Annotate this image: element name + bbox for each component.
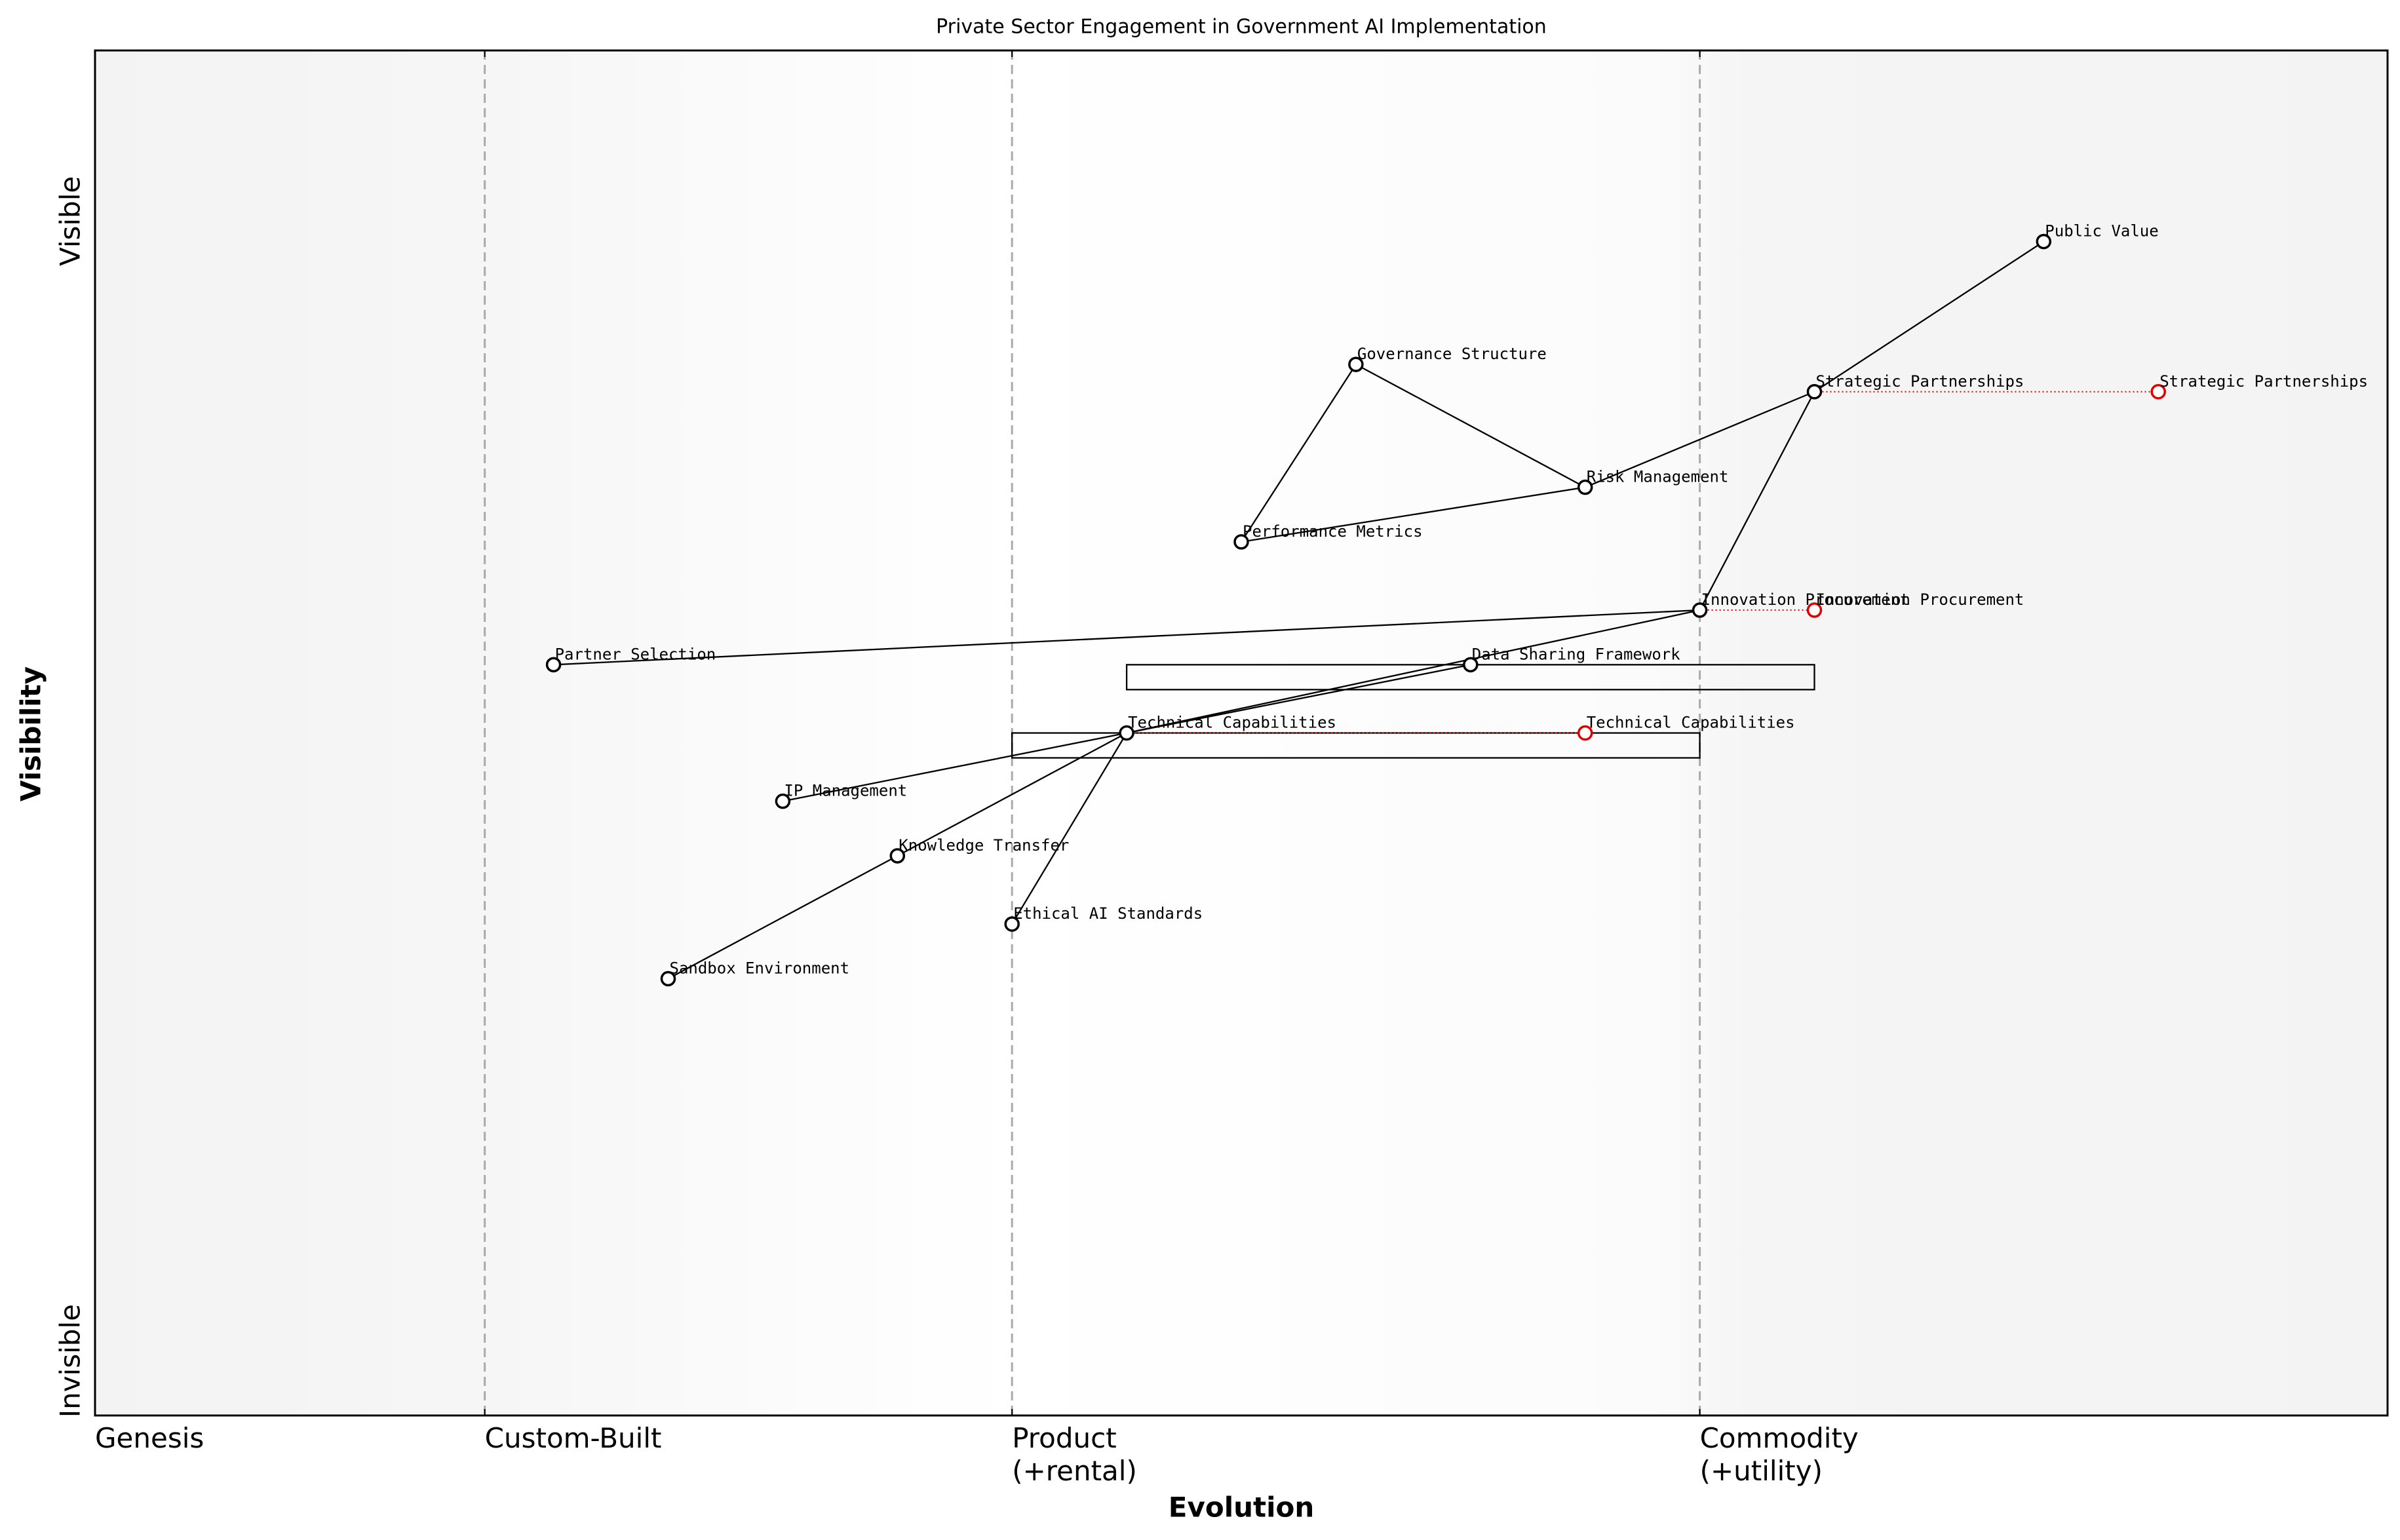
- link: [1585, 391, 1815, 488]
- component-label: Risk Management: [1587, 468, 1729, 486]
- component: [1577, 479, 1593, 495]
- link: [1699, 391, 1815, 611]
- component-label: Knowledge Transfer: [899, 836, 1069, 855]
- link: [897, 732, 1127, 857]
- component: [889, 848, 906, 864]
- link: [1126, 609, 1700, 734]
- link: [1813, 241, 2044, 393]
- component: [545, 657, 562, 673]
- x-tick-label: Product (+rental): [1012, 1422, 1137, 1487]
- component: [1233, 534, 1249, 550]
- component-label: IP Management: [784, 782, 907, 800]
- evolved-component: [2150, 384, 2166, 400]
- component: [1348, 356, 1364, 372]
- component: [1806, 384, 1823, 400]
- x-tick-label: Custom-Built: [484, 1422, 662, 1454]
- component-label: Ethical AI Standards: [1013, 904, 1203, 923]
- link: [553, 609, 1700, 666]
- link: [1355, 364, 1586, 488]
- x-axis-title: Evolution: [1169, 1492, 1314, 1524]
- component: [1463, 657, 1479, 673]
- component: [1119, 725, 1134, 741]
- component-label: Data Sharing Framework: [1472, 645, 1680, 663]
- component-label: Partner Selection: [555, 645, 716, 663]
- component: [775, 793, 791, 809]
- x-tick-label: Genesis: [95, 1422, 204, 1454]
- component-label: Innovation Procurement: [1701, 590, 1910, 609]
- link: [1011, 732, 1128, 925]
- y-axis-title: Visibility: [15, 666, 47, 801]
- evolved-label: Technical Capabilities: [1587, 714, 1795, 732]
- y-tick-label: Visible: [54, 176, 87, 266]
- link: [1241, 486, 1585, 543]
- component-label: Performance Metrics: [1243, 522, 1423, 541]
- evolved-component: [1806, 602, 1823, 618]
- component: [1692, 602, 1708, 618]
- component: [1004, 916, 1020, 932]
- component-label: Governance Structure: [1357, 345, 1547, 363]
- y-tick-label: Invisible: [54, 1304, 87, 1417]
- component-label: Strategic Partnerships: [1816, 372, 2024, 391]
- link: [667, 855, 898, 980]
- link: [1126, 664, 1471, 734]
- component: [2036, 233, 2052, 250]
- link: [783, 732, 1127, 802]
- evolved-label: Strategic Partnerships: [2159, 372, 2368, 391]
- link: [1241, 364, 1357, 543]
- chart-title: Private Sector Engagement in Government …: [936, 16, 1547, 39]
- component-label: Sandbox Environment: [670, 959, 850, 977]
- plot-frame: [94, 49, 2389, 1417]
- component-label: Public Value: [2045, 222, 2158, 241]
- component-label: Technical Capabilities: [1128, 714, 1336, 732]
- evolved-component: [1577, 725, 1593, 741]
- component: [660, 971, 676, 987]
- x-tick-label: Commodity (+utility): [1699, 1422, 1859, 1487]
- evolved-label: Innovation Procurement: [1816, 590, 2024, 609]
